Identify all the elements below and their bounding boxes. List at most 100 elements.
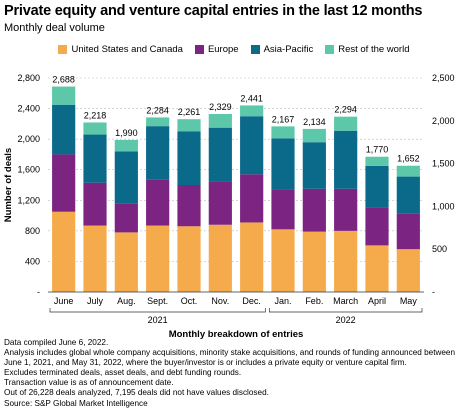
y-tick-label-right: 500	[432, 244, 447, 254]
note-line: Transaction value is as of announcement …	[4, 378, 174, 388]
bar-segment-series-us-canada	[240, 222, 264, 292]
bar-total-label: 2,294	[334, 105, 357, 115]
x-tick-label: Sept.	[147, 296, 168, 306]
note-line: Out of 26,228 deals analyzed, 7,195 deal…	[4, 388, 269, 398]
bar-segment-series-us-canada	[302, 231, 326, 292]
year-group-label: 2021	[148, 315, 168, 325]
bar-total-label: 2,134	[303, 117, 326, 127]
legend-label-asia-pacific: Asia-Pacific	[263, 44, 314, 55]
note-line: June 1, 2021, and May 31, 2022, where th…	[4, 358, 407, 368]
x-tick-label: Jan.	[274, 296, 291, 306]
y-tick-label-right: 2,500	[432, 73, 455, 83]
legend-item-rest-of-world: Rest of the world	[325, 44, 410, 55]
y-tick-label-left: 1,600	[17, 165, 40, 175]
bar-segment-series-rest-of-world	[208, 113, 232, 128]
bar-segment-series-europe	[396, 213, 420, 250]
note-line: Data compiled June 6, 2022.	[4, 338, 109, 347]
legend-item-europe: Europe	[194, 44, 239, 55]
note-line: Source: S&P Global Market Intelligence	[4, 398, 148, 408]
x-axis-title: Monthly breakdown of entries	[169, 329, 304, 340]
bar-total-label: 2,441	[240, 93, 263, 103]
bar-segment-series-us-canada	[334, 230, 358, 292]
y-axis-title: Number of deals	[3, 148, 14, 222]
y-tick-label-left: 2,400	[17, 104, 40, 114]
year-group-bracket	[268, 308, 423, 313]
bar-segment-series-asia-pacific	[52, 104, 76, 155]
bar-segment-series-rest-of-world	[302, 128, 326, 143]
x-tick-label: Nov.	[211, 296, 229, 306]
legend: United States and Canada Europe Asia-Pac…	[0, 44, 468, 55]
note-line: Analysis includes global whole company a…	[4, 348, 456, 358]
bar-segment-series-europe	[240, 174, 264, 223]
legend-swatch-rest-of-world	[325, 45, 335, 54]
bar-segment-series-asia-pacific	[83, 134, 107, 183]
x-tick-label: Dec.	[242, 296, 261, 306]
bar-segment-series-europe	[208, 181, 232, 225]
y-tick-label-right: 1,500	[432, 159, 455, 169]
bar-segment-series-us-canada	[146, 225, 170, 292]
chart-subtitle: Monthly deal volume	[4, 22, 105, 34]
y-tick-label-left: -	[37, 287, 40, 297]
x-tick-label: Aug.	[117, 296, 136, 306]
bar-segment-series-asia-pacific	[208, 127, 232, 182]
bar-segment-series-europe	[146, 179, 170, 226]
x-tick-label: May	[400, 296, 418, 306]
legend-swatch-us-canada	[58, 45, 68, 54]
bar-segment-series-rest-of-world	[52, 86, 76, 105]
legend-swatch-europe	[194, 45, 204, 54]
y-tick-label-right: 1,000	[432, 201, 455, 211]
x-tick-label: July	[87, 296, 104, 306]
y-tick-label-right: 2,000	[432, 116, 455, 126]
x-tick-label: March	[333, 296, 358, 306]
legend-label-europe: Europe	[207, 44, 239, 55]
bar-segment-series-europe	[334, 188, 358, 231]
x-tick-label: June	[54, 296, 74, 306]
y-tick-label-left: 800	[25, 226, 40, 236]
bar-segment-series-europe	[83, 182, 107, 226]
stacked-bar-chart: - 400 800 1,200 1,600 2,000 2,400 2,800 - 500 1,00…	[3, 73, 455, 340]
bar-segment-series-asia-pacific	[177, 131, 201, 185]
legend-item-us-canada: United States and Canada	[58, 44, 183, 55]
bar-segment-series-us-canada	[83, 225, 107, 292]
bar-total-label: 1,652	[397, 154, 420, 164]
y-tick-label-left: 1,200	[17, 195, 40, 205]
bar-segment-series-rest-of-world	[334, 116, 358, 131]
x-tick-label: Oct.	[181, 296, 198, 306]
note-line: Excludes terminated deals, asset deals, …	[4, 368, 242, 378]
y-tick-label-left: 2,800	[17, 73, 40, 83]
bar-segment-series-asia-pacific	[271, 138, 295, 190]
bar-segment-series-us-canada	[271, 229, 295, 292]
y-tick-label-left: 2,000	[17, 134, 40, 144]
legend-item-asia-pacific: Asia-Pacific	[250, 44, 314, 55]
bar-segment-series-asia-pacific	[334, 130, 358, 189]
y-tick-label-right: -	[432, 287, 435, 297]
bar-segment-series-rest-of-world	[146, 117, 170, 127]
bar-segment-series-europe	[365, 207, 389, 246]
bar-segment-series-asia-pacific	[396, 176, 420, 214]
bar-total-label: 2,261	[178, 107, 201, 117]
bar-total-label: 1,770	[366, 145, 389, 155]
legend-label-us-canada: United States and Canada	[71, 44, 183, 55]
bar-segment-series-us-canada	[208, 224, 232, 292]
bar-segment-series-europe	[271, 189, 295, 230]
x-tick-label: April	[368, 296, 386, 306]
bar-segment-series-rest-of-world	[271, 126, 295, 139]
bar-segment-series-asia-pacific	[240, 116, 264, 175]
bar-segment-series-rest-of-world	[365, 156, 389, 166]
bar-segment-series-rest-of-world	[83, 122, 107, 135]
bar-segment-series-asia-pacific	[114, 151, 138, 204]
legend-label-rest-of-world: Rest of the world	[338, 44, 410, 55]
bar-segment-series-rest-of-world	[114, 139, 138, 152]
bar-segment-series-europe	[52, 154, 76, 212]
bar-segment-series-asia-pacific	[302, 142, 326, 189]
bar-total-label: 2,218	[84, 110, 107, 120]
bar-segment-series-us-canada	[365, 245, 389, 292]
year-group-label: 2022	[336, 315, 356, 325]
bar-segment-series-europe	[302, 188, 326, 232]
bar-segment-series-us-canada	[177, 226, 201, 292]
y-tick-label-left: 400	[25, 256, 40, 266]
bar-segment-series-europe	[177, 185, 201, 227]
chart-notes: Data compiled June 6, 2022. Analysis inc…	[4, 338, 466, 409]
bar-total-label: 2,329	[209, 102, 232, 112]
